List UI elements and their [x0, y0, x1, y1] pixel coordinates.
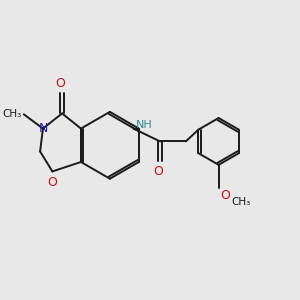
Text: O: O — [56, 77, 66, 90]
Text: N: N — [38, 122, 48, 134]
Text: CH₃: CH₃ — [232, 197, 251, 207]
Text: CH₃: CH₃ — [2, 109, 22, 119]
Text: O: O — [153, 165, 163, 178]
Text: O: O — [47, 176, 57, 189]
Text: NH: NH — [136, 120, 152, 130]
Text: O: O — [220, 189, 230, 202]
